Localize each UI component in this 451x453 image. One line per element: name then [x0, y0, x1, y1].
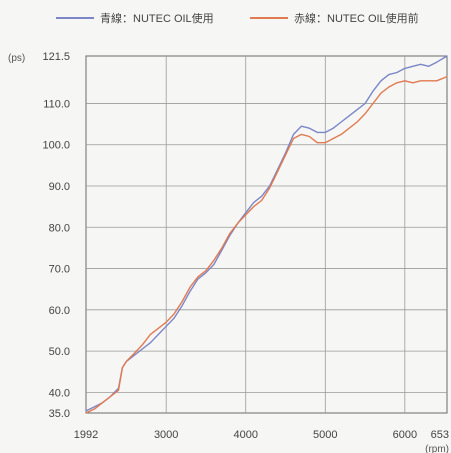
legend-blue-line — [56, 17, 94, 19]
y-tick-label: 121.5 — [42, 51, 70, 63]
y-tick-label: 50.0 — [49, 346, 70, 358]
legend: 青線：NUTEC OIL使用 赤線：NUTEC OIL使用前 — [0, 0, 451, 36]
y-tick-label: 100.0 — [42, 140, 70, 152]
series-blue-line — [85, 55, 448, 412]
legend-red-label: 赤線：NUTEC OIL使用前 — [294, 13, 419, 25]
y-axis-unit: (ps) — [8, 53, 25, 64]
y-tick-label: 40.0 — [49, 387, 70, 399]
x-tick-label: 3000 — [154, 429, 178, 441]
grid — [85, 55, 448, 414]
series-lines — [85, 55, 448, 414]
legend-red-line — [250, 17, 288, 19]
legend-blue-label: 青線：NUTEC OIL使用 — [100, 13, 214, 25]
tick-labels: 35.0 40.0 50.0 60.0 70.0 80.0 90.0 100.0 110.0 12… — [8, 51, 449, 453]
x-tick-label: 653 — [431, 429, 449, 441]
y-tick-label: 80.0 — [49, 222, 70, 234]
plot-frame — [85, 55, 448, 414]
x-tick-label: 4000 — [233, 429, 257, 441]
y-tick-label: 110.0 — [43, 98, 70, 110]
x-tick-label: 1992 — [74, 429, 98, 441]
series-red-line — [85, 75, 448, 414]
y-tick-label: 35.0 — [49, 408, 70, 420]
x-tick-label: 5000 — [313, 429, 337, 441]
x-axis-unit: (rpm) — [425, 444, 449, 453]
x-tick-label: 6000 — [393, 429, 417, 441]
y-tick-label: 90.0 — [49, 181, 70, 193]
y-tick-label: 70.0 — [49, 264, 70, 276]
y-tick-label: 60.0 — [49, 305, 70, 317]
